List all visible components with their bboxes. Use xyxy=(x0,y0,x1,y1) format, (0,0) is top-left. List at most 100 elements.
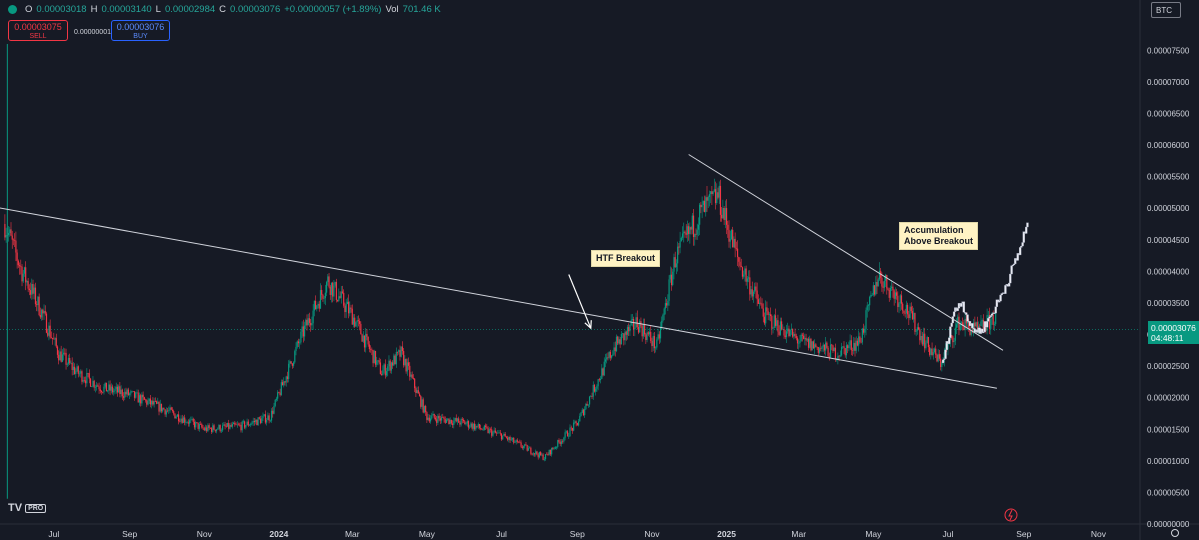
low-label: L xyxy=(155,4,161,15)
candle-body xyxy=(403,351,405,366)
candle-body xyxy=(465,423,467,425)
time-tick-label: May xyxy=(865,529,882,539)
candle-body xyxy=(829,344,832,358)
candle-body xyxy=(126,389,128,395)
candle-body xyxy=(218,425,220,429)
candle-body xyxy=(729,239,731,242)
candle-body xyxy=(138,395,141,403)
candle-body xyxy=(642,324,644,337)
candle-body xyxy=(392,362,394,366)
candle-body xyxy=(390,362,393,371)
candle-body xyxy=(299,342,301,344)
candle-body xyxy=(825,342,827,351)
candle-body xyxy=(159,403,161,412)
candle-body xyxy=(124,391,126,398)
candle-body xyxy=(497,432,499,434)
candle-body xyxy=(898,303,900,308)
projection-candle xyxy=(985,321,989,328)
candle-body xyxy=(302,326,304,337)
candle-body xyxy=(27,281,29,289)
candle-body xyxy=(180,418,182,422)
candle-body xyxy=(965,318,967,324)
tradingview-logo[interactable]: TV PRO xyxy=(8,502,47,514)
candle-body xyxy=(443,417,445,420)
candle-body xyxy=(762,308,764,317)
candle-body xyxy=(817,347,819,353)
candle-body xyxy=(844,348,846,356)
candle-body xyxy=(641,326,643,337)
candle-body xyxy=(672,271,674,286)
candle-body xyxy=(332,282,334,297)
candle-body xyxy=(794,333,796,336)
htf-breakout-annotation[interactable]: HTF Breakout xyxy=(591,250,661,267)
projection-candle xyxy=(950,322,953,327)
sell-button[interactable]: 0.00003075 SELL xyxy=(8,20,68,41)
candle-body xyxy=(427,417,429,420)
candle-body xyxy=(855,340,857,351)
projection-candle xyxy=(944,349,947,359)
candle-body xyxy=(518,441,520,443)
candle-body xyxy=(321,289,323,295)
trendline-2 xyxy=(688,154,1004,351)
candle-body xyxy=(67,357,70,364)
candle-body xyxy=(212,425,214,432)
candle-body xyxy=(688,226,690,235)
candle-body xyxy=(683,231,685,234)
price-tick-label: 0.00004000 xyxy=(1147,267,1190,276)
price-tick-label: 0.00004500 xyxy=(1147,236,1190,245)
buy-button[interactable]: 0.00003076 BUY xyxy=(111,20,170,41)
candle-body xyxy=(738,257,740,262)
candle-body xyxy=(108,384,110,391)
candle-body xyxy=(155,401,158,404)
candle-body xyxy=(283,381,285,386)
candle-body xyxy=(692,215,695,237)
candle-body xyxy=(734,238,736,249)
candle-body xyxy=(807,338,810,348)
projection-candle xyxy=(995,299,999,307)
candle-body xyxy=(100,390,103,393)
candle-body xyxy=(49,325,51,338)
candle-body xyxy=(658,334,660,339)
candle-body xyxy=(962,322,964,326)
candle-body xyxy=(345,304,347,313)
candle-body xyxy=(481,428,483,430)
candle-body xyxy=(202,427,204,429)
candle-body xyxy=(767,311,769,315)
candle-body xyxy=(919,329,921,341)
candle-body xyxy=(789,329,791,337)
candle-body xyxy=(25,267,27,283)
candle-body xyxy=(818,348,821,353)
candle-body xyxy=(623,333,625,341)
candle-body xyxy=(533,453,536,455)
candle-body xyxy=(859,336,861,342)
candle-body xyxy=(987,315,989,316)
candle-body xyxy=(208,425,210,428)
candle-body xyxy=(37,296,39,306)
accumulation-annotation[interactable]: Accumulation Above Breakout xyxy=(899,222,979,250)
candle-body xyxy=(668,279,670,301)
candle-body xyxy=(577,421,580,426)
candle-body xyxy=(269,420,271,422)
candle-body xyxy=(448,418,450,425)
candle-body xyxy=(301,326,303,332)
candle-body xyxy=(107,390,109,392)
candle-body xyxy=(975,322,977,327)
candle-body xyxy=(278,392,280,393)
candle-body xyxy=(867,305,870,306)
candle-body xyxy=(842,346,844,347)
projection-candle xyxy=(948,337,951,344)
candle-body xyxy=(847,345,849,349)
candle-body xyxy=(711,191,713,195)
candle-body xyxy=(352,317,355,325)
symbol-status-icon xyxy=(8,5,17,14)
candle-body xyxy=(170,407,172,410)
high-value: 0.00003140 xyxy=(101,4,152,15)
candle-body xyxy=(752,291,755,297)
candle-body xyxy=(450,419,452,424)
currency-selector[interactable]: BTC xyxy=(1151,2,1181,18)
candle-body xyxy=(295,346,297,352)
candle-body xyxy=(105,382,108,392)
candle-body xyxy=(297,341,300,344)
candle-body xyxy=(788,328,790,337)
